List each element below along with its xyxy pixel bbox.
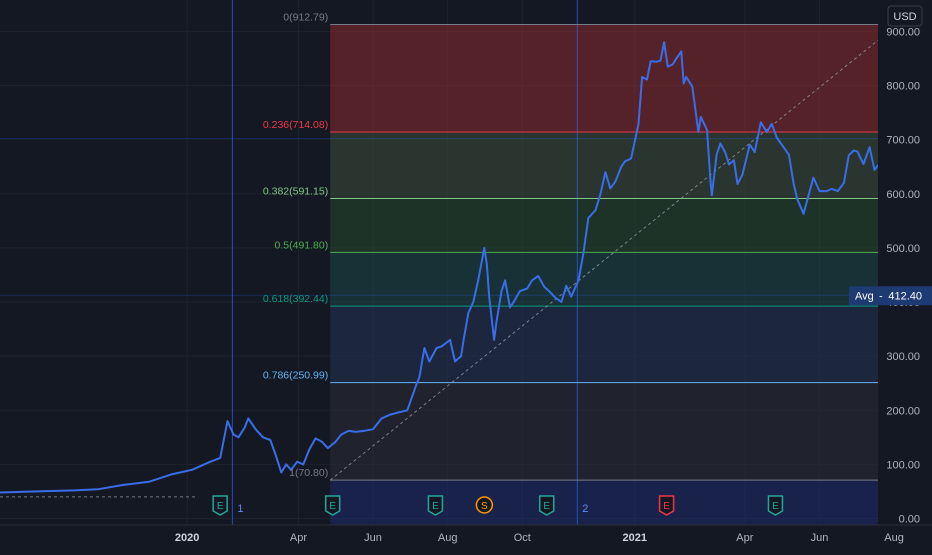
price-tick-label: 600.00 xyxy=(886,189,920,201)
time-tick-label: Aug xyxy=(438,532,458,544)
event-marker-text: E xyxy=(432,501,439,512)
event-marker-shape xyxy=(767,495,784,516)
event-marker-e[interactable]: E xyxy=(658,495,675,516)
vertical-marker-label: 1 xyxy=(237,503,243,515)
event-marker-e[interactable]: E xyxy=(767,495,784,516)
fib-trend-line[interactable] xyxy=(329,24,899,481)
fib-zone xyxy=(330,306,898,383)
event-marker-text: S xyxy=(481,501,488,512)
time-axis-ticks: 2020 Apr Jun Aug Oct 2021 Apr Jun Aug xyxy=(175,532,904,544)
vertical-marker-label: 2 xyxy=(582,503,588,515)
fib-zone xyxy=(330,382,898,481)
event-marker-text: E xyxy=(329,501,336,512)
price-tick-label: 500.00 xyxy=(886,243,920,255)
event-marker-e[interactable]: E xyxy=(212,495,228,516)
time-tick-label: Oct xyxy=(514,532,531,544)
event-marker-s[interactable]: S xyxy=(475,496,494,514)
currency-button[interactable]: USD xyxy=(887,5,923,27)
price-tick-label: 300.00 xyxy=(886,351,920,363)
price-series xyxy=(0,41,927,494)
fib-level-label: 0.382(591.15) xyxy=(263,186,328,198)
event-marker-shape xyxy=(212,495,228,516)
event-marker-shape xyxy=(538,495,555,516)
event-marker-shape xyxy=(475,496,494,514)
fib-labels: 0(912.79) 0.236(714.08) 0.382(591.15) 0.5(4… xyxy=(263,11,328,479)
currency-label: USD xyxy=(893,11,916,23)
event-marker-shape xyxy=(427,495,444,516)
event-marker-e[interactable]: E xyxy=(538,495,555,516)
event-marker-text: E xyxy=(772,501,779,512)
price-tick-label: 0.00 xyxy=(899,514,920,526)
fib-zone xyxy=(330,480,898,525)
price-tick-label: 200.00 xyxy=(886,405,920,417)
fib-zone xyxy=(330,132,898,199)
event-marker-text: E xyxy=(217,501,224,512)
fib-level-label: 0.236(714.08) xyxy=(263,119,328,131)
fib-zones xyxy=(330,24,898,525)
event-marker-e[interactable]: E xyxy=(427,495,444,516)
fib-zone xyxy=(330,24,898,133)
event-marker-e[interactable]: E xyxy=(324,495,341,516)
avg-label-name: Avg xyxy=(855,290,874,302)
fib-level-label: 0(912.79) xyxy=(283,11,328,23)
fib-zone xyxy=(330,198,898,253)
time-tick-label: 2021 xyxy=(623,532,647,544)
price-tick-label: 900.00 xyxy=(886,26,920,38)
event-marker-shape xyxy=(324,495,341,516)
time-tick-label: Aug xyxy=(884,532,904,544)
time-axis[interactable] xyxy=(0,525,932,550)
time-tick-label: Apr xyxy=(290,532,307,544)
fib-level-label: 0.786(250.99) xyxy=(263,370,328,382)
event-marker-text: E xyxy=(543,501,550,512)
time-tick-label: Jun xyxy=(364,532,382,544)
price-tick-label: 700.00 xyxy=(886,135,920,147)
time-tick-label: 2020 xyxy=(175,532,199,544)
price-axis[interactable] xyxy=(878,0,932,525)
time-tick-label: Jun xyxy=(811,532,829,544)
fib-levels[interactable] xyxy=(0,23,899,498)
price-axis-ticks: 0.00100.00200.00300.00400.00500.00600.00… xyxy=(886,26,920,525)
time-tick-label: Apr xyxy=(736,532,753,544)
fib-zone xyxy=(330,252,898,307)
fib-level-label: 0.5(491.80) xyxy=(275,239,329,251)
price-line xyxy=(0,41,927,494)
fib-level-label: 1(70.80) xyxy=(289,467,328,479)
event-marker-text: E xyxy=(663,501,670,512)
avg-label-price: 412.40 xyxy=(888,290,922,302)
avg-price-label: Avg - 412.40 xyxy=(849,286,932,306)
price-tick-label: 800.00 xyxy=(886,81,920,93)
fib-level-label: 0.618(392.44) xyxy=(263,293,328,305)
price-tick-label: 100.00 xyxy=(886,459,920,471)
event-marker-shape xyxy=(658,495,675,516)
avg-label-separator: - xyxy=(879,290,883,302)
